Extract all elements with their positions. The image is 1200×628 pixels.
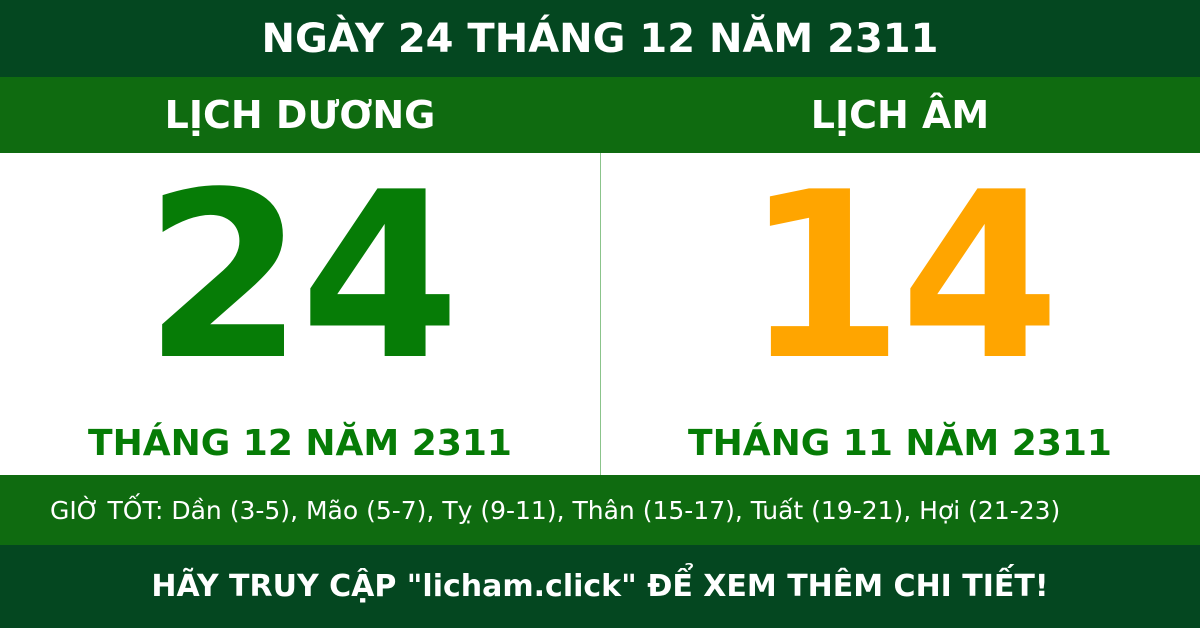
footer-cta: HÃY TRUY CẬP "licham.click" ĐỂ XEM THÊM …	[0, 545, 1200, 628]
calendar-headers: LỊCH DƯƠNG LỊCH ÂM	[0, 77, 1200, 153]
page-title: NGÀY 24 THÁNG 12 NĂM 2311	[0, 0, 1200, 77]
solar-panel: 24 THÁNG 12 NĂM 2311	[0, 153, 600, 475]
divider	[600, 153, 601, 475]
solar-calendar-label: LỊCH DƯƠNG	[164, 93, 436, 137]
lunar-day: 14	[743, 144, 1060, 411]
lunar-panel: 14 THÁNG 11 NĂM 2311	[600, 153, 1200, 475]
lunar-month-year: THÁNG 11 NĂM 2311	[688, 423, 1112, 464]
solar-day: 24	[143, 144, 460, 411]
lunar-calendar-label: LỊCH ÂM	[810, 93, 990, 137]
solar-month-year: THÁNG 12 NĂM 2311	[88, 423, 512, 464]
good-hours: GIỜ TỐT: Dần (3-5), Mão (5-7), Tỵ (9-11)…	[0, 475, 1200, 545]
